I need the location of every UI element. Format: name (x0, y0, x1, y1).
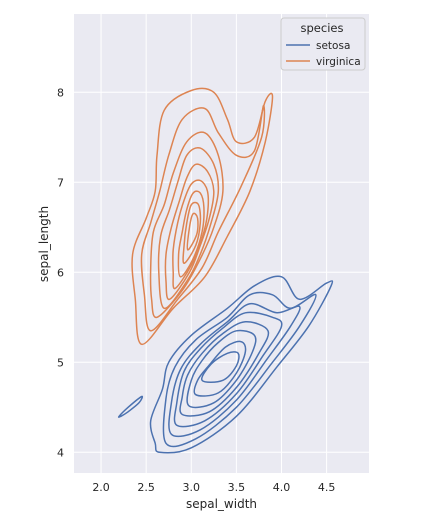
setosa-contour-4 (179, 321, 270, 417)
y-tick-label: 5 (57, 356, 64, 369)
x-tick-label: 2.5 (137, 481, 155, 494)
x-tick-label: 2.0 (92, 481, 110, 494)
virginica-contour-1 (140, 105, 266, 332)
setosa-contour-2 (168, 302, 301, 438)
virginica-contour-0 (131, 87, 274, 346)
setosa-contour-3 (173, 311, 283, 428)
virginica-contour-8 (186, 212, 199, 251)
y-tick-label: 8 (57, 86, 64, 99)
contours (117, 87, 334, 454)
virginica-contour-5 (172, 179, 210, 290)
legend-box (280, 17, 366, 71)
y-tick-labels: 4 5 6 7 8 (57, 86, 64, 459)
legend-title: species (301, 21, 344, 35)
setosa-contour-7 (201, 351, 240, 383)
x-tick-label: 3.5 (228, 481, 246, 494)
y-tick-label: 4 (57, 446, 64, 459)
virginica-contour-3 (157, 146, 220, 310)
legend: species setosa virginica (280, 17, 366, 71)
y-tick-label: 6 (57, 266, 64, 279)
y-tick-label: 7 (57, 176, 64, 189)
setosa-contour-6 (193, 340, 247, 397)
setosa-contour-8 (117, 395, 144, 418)
legend-label-virginica: virginica (316, 56, 361, 68)
y-axis-label: sepal_length (37, 206, 51, 282)
x-tick-label: 3.0 (183, 481, 201, 494)
x-tick-label: 4.5 (318, 481, 336, 494)
virginica-contour-6 (177, 190, 205, 278)
x-tick-labels: 2.0 2.5 3.0 3.5 4.0 4.5 (92, 481, 335, 494)
setosa-contour-5 (186, 329, 257, 409)
plot-background (74, 14, 369, 473)
setosa-contour-1 (162, 291, 317, 448)
x-axis-label: sepal_width (186, 497, 257, 511)
virginica-contour-7 (182, 201, 202, 265)
x-tick-label: 4.0 (273, 481, 291, 494)
setosa-contour-0 (149, 275, 334, 454)
virginica-contour-2 (149, 131, 224, 319)
legend-label-setosa: setosa (316, 40, 350, 52)
